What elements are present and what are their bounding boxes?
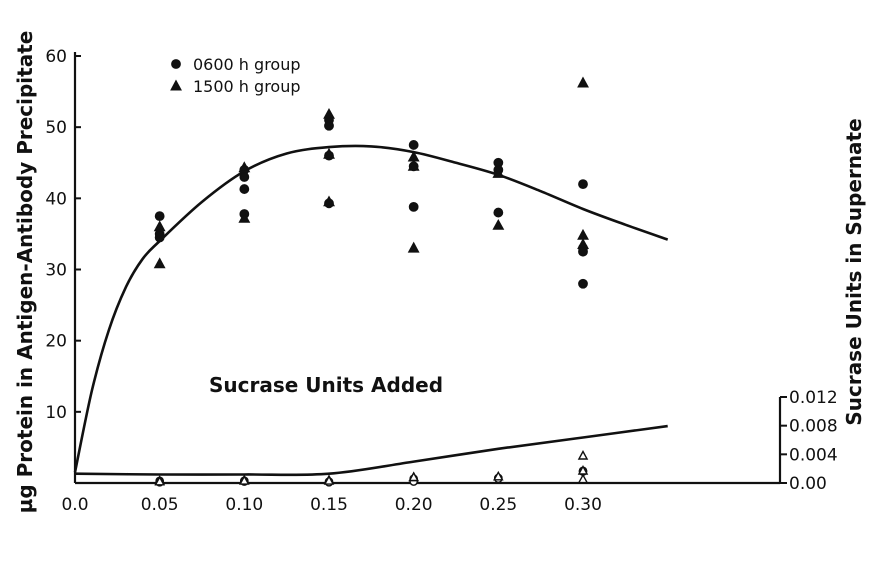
open-triangle-point — [408, 471, 419, 482]
y-tick-label: 50 — [45, 118, 67, 138]
filled-circle-point — [493, 207, 504, 218]
axes: 0.0 0.05 0.10 0.15 0.20 0.25 0.30 10 20 30 40 50 60 0… — [45, 47, 837, 515]
filled-circle-point — [578, 179, 588, 190]
open-triangle-point — [154, 475, 165, 486]
filled-triangle-point — [577, 238, 589, 250]
x-tick-label: 0.30 — [564, 495, 602, 515]
filled-triangle-point — [577, 76, 589, 88]
x-tick-label: 0.20 — [395, 495, 433, 515]
filled-triangle-point — [492, 166, 505, 178]
filled-triangle-point — [238, 161, 251, 173]
supernate-curve — [74, 424, 668, 477]
filled-triangle-point — [153, 220, 166, 232]
legend-marker-circle — [171, 59, 181, 69]
filled-triangle-point — [323, 107, 335, 119]
filled-triangle-point — [407, 159, 420, 171]
x-tick-label: 0.15 — [310, 495, 348, 515]
open-triangle-point — [239, 475, 250, 485]
x-tick-label: 0.05 — [141, 495, 179, 515]
x-tick-label: 0.0 — [61, 495, 88, 515]
open-triangle-point — [577, 473, 589, 484]
y-tick-label: 40 — [45, 189, 67, 209]
filled-circle-point — [578, 278, 588, 289]
y-tick-label: 30 — [45, 261, 67, 281]
y-tick-label: 20 — [45, 332, 67, 352]
open-triangle-point — [577, 450, 589, 460]
x-axis-title: Sucrase Units Added — [209, 373, 443, 397]
filled-circle-point — [408, 140, 419, 150]
filled-circle-point — [239, 184, 250, 194]
legend-label: 1500 h group — [193, 77, 301, 96]
y2-tick-label: 0.008 — [789, 417, 838, 437]
fitted-curves — [73, 144, 669, 477]
x-tick-label: 0.25 — [479, 495, 517, 515]
y-tick-label: 10 — [45, 403, 67, 423]
filled-triangle-point — [577, 228, 589, 240]
precipitate-curve — [73, 144, 669, 473]
y-axis-title: µg Protein in Antigen-Antibody Precipita… — [13, 31, 37, 514]
y-tick-label: 60 — [45, 47, 67, 67]
filled-triangle-point — [407, 241, 420, 253]
filled-circle-point — [154, 211, 165, 222]
legend-label: 0600 h group — [193, 55, 301, 74]
legend-marker-triangle — [170, 79, 182, 91]
filled-triangle-point — [153, 257, 166, 269]
filled-circle-point — [408, 201, 419, 212]
legend: 0600 h group 1500 h group — [170, 55, 301, 96]
open-triangle-point — [323, 475, 335, 485]
data-points — [153, 76, 589, 487]
y2-tick-label: 0.004 — [789, 445, 838, 465]
filled-circle-point — [324, 120, 334, 131]
filled-triangle-point — [492, 218, 505, 230]
filled-triangle-point — [323, 195, 335, 207]
open-triangle-point — [493, 470, 504, 481]
y2-tick-label: 0.012 — [789, 388, 838, 408]
filled-circle-point — [239, 172, 250, 182]
y2-tick-label: 0.00 — [789, 474, 827, 494]
x-tick-label: 0.10 — [225, 495, 263, 515]
filled-triangle-point — [238, 211, 251, 223]
filled-triangle-point — [323, 147, 335, 159]
y2-axis-title: Sucrase Units in Supernate — [842, 118, 866, 425]
